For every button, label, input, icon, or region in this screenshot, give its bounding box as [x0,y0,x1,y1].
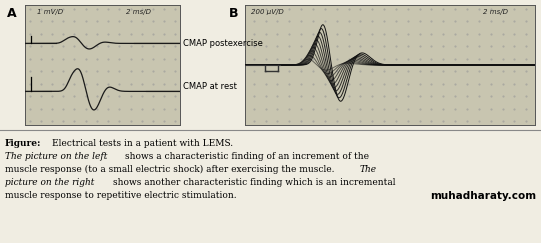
Text: CMAP postexercise: CMAP postexercise [183,39,263,48]
Text: picture on the right: picture on the right [5,178,94,187]
Text: 200 μV/D: 200 μV/D [251,9,283,15]
Text: shows another characteristic finding which is an incremental: shows another characteristic finding whi… [113,178,395,187]
Text: muscle response to repetitive electric stimulation.: muscle response to repetitive electric s… [5,191,236,200]
Text: Electrical tests in a patient with LEMS.: Electrical tests in a patient with LEMS. [52,139,233,148]
Text: 1 mV/D: 1 mV/D [37,9,63,15]
Text: muhadharaty.com: muhadharaty.com [430,191,536,201]
Text: muscle response (to a small electric shock) after exercising the muscle.: muscle response (to a small electric sho… [5,165,340,174]
Text: shows a characteristic finding of an increment of the: shows a characteristic finding of an inc… [125,152,369,161]
Text: 2 ms/D: 2 ms/D [126,9,151,15]
Text: A: A [7,8,17,20]
Text: The: The [360,165,377,174]
Text: The picture on the left: The picture on the left [5,152,107,161]
Text: B: B [229,8,239,20]
Text: Figure:: Figure: [5,139,42,148]
Text: 2 ms/D: 2 ms/D [483,9,508,15]
Text: CMAP at rest: CMAP at rest [183,82,237,91]
